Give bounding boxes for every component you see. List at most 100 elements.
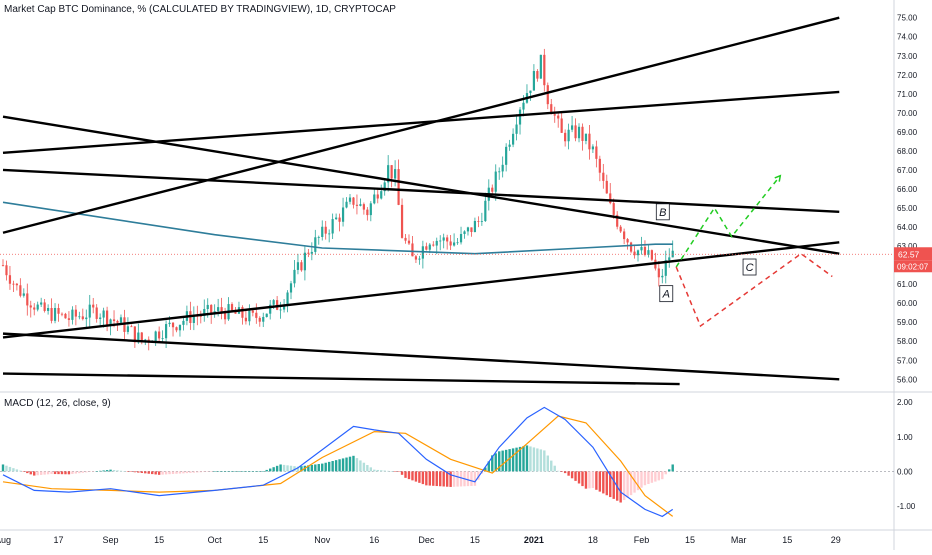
macd-histogram-bar xyxy=(251,471,255,472)
candle-body xyxy=(619,226,622,232)
wave-label-box xyxy=(742,258,757,276)
macd-histogram-bar xyxy=(400,471,404,475)
candle-body xyxy=(88,304,91,318)
macd-histogram-bar xyxy=(449,471,452,487)
macd-histogram-bar xyxy=(296,466,300,472)
countdown-badge-text: 09:02:07 xyxy=(897,262,929,271)
candle-body xyxy=(373,194,376,204)
macd-histogram-bar xyxy=(435,471,438,487)
candle-body xyxy=(550,104,553,115)
price-tick-label: 60.00 xyxy=(897,299,918,308)
candle-body xyxy=(456,242,459,244)
candle-body xyxy=(154,331,157,342)
candle-body xyxy=(553,114,556,116)
macd-histogram-bar xyxy=(570,471,574,479)
macd-histogram-bar xyxy=(605,471,608,496)
candle-body xyxy=(282,304,286,310)
candle-body xyxy=(112,319,116,322)
macd-histogram-bar xyxy=(85,471,88,473)
macd-histogram-bar xyxy=(345,457,348,472)
macd-histogram-bar xyxy=(196,471,199,473)
macd-histogram-bar xyxy=(22,471,26,472)
trend-line xyxy=(2,372,680,386)
candle-body xyxy=(400,204,404,238)
macd-histogram-bar xyxy=(355,458,359,472)
macd-histogram-bar xyxy=(501,450,504,472)
candle-body xyxy=(341,207,345,222)
macd-histogram-bar xyxy=(220,471,223,472)
candle-body xyxy=(484,200,487,222)
candle-body xyxy=(43,302,46,311)
candle-body xyxy=(258,317,261,322)
candle-body xyxy=(411,243,414,257)
macd-histogram-bar xyxy=(498,451,501,472)
candle-body xyxy=(390,165,393,179)
macd-histogram-bar xyxy=(46,471,50,475)
macd-histogram-bar xyxy=(602,471,605,494)
candle-body xyxy=(532,71,536,91)
macd-histogram-bar xyxy=(553,465,556,472)
candle-body xyxy=(40,302,43,305)
candle-body xyxy=(529,90,532,94)
candle-body xyxy=(414,256,418,260)
macd-histogram-bar xyxy=(286,465,289,472)
macd-histogram-bar xyxy=(407,471,411,480)
macd-histogram-bar xyxy=(112,470,116,472)
macd-histogram-bar xyxy=(633,471,636,493)
macd-histogram-bar xyxy=(137,471,140,473)
macd-histogram-bar xyxy=(373,469,376,472)
candle-body xyxy=(564,132,567,142)
price-tick-label: 69.00 xyxy=(897,128,918,137)
date-tick-label: 18 xyxy=(588,535,598,545)
candle-body xyxy=(609,193,612,204)
macd-histogram-bar xyxy=(210,471,213,472)
candle-body xyxy=(508,144,511,147)
macd-histogram-bar xyxy=(92,471,95,472)
macd-pane xyxy=(0,406,894,518)
candle-body xyxy=(543,54,546,86)
macd-histogram-bar xyxy=(598,471,602,492)
macd-histogram-bar xyxy=(543,450,546,472)
trend-line xyxy=(2,16,840,234)
price-tick-label: 74.00 xyxy=(897,33,918,42)
candle-body xyxy=(449,241,452,246)
macd-histogram-bar xyxy=(539,449,543,472)
candle-body xyxy=(220,307,223,312)
macd-histogram-bar xyxy=(473,471,477,486)
macd-histogram-bar xyxy=(452,471,456,487)
date-tick-label: 15 xyxy=(685,535,695,545)
macd-histogram-bar xyxy=(491,455,494,472)
candle-body xyxy=(505,146,508,165)
macd-histogram-bar xyxy=(213,471,216,472)
wave-label: A xyxy=(662,289,670,301)
macd-title: MACD (12, 26, close, 9) xyxy=(4,398,111,409)
candle-body xyxy=(272,300,275,305)
price-tick-label: 73.00 xyxy=(897,52,918,61)
macd-histogram-bar xyxy=(563,471,567,474)
candle-body xyxy=(584,133,588,141)
macd-histogram-bar xyxy=(518,446,522,472)
macd-histogram-bar xyxy=(629,471,633,496)
macd-histogram-bar xyxy=(640,471,643,488)
candle-body xyxy=(217,307,220,312)
macd-histogram-bar xyxy=(657,471,661,481)
candle-body xyxy=(369,203,372,216)
macd-histogram-bar xyxy=(390,471,393,472)
candle-body xyxy=(362,204,365,210)
macd-histogram-bar xyxy=(307,465,310,472)
macd-histogram-bar xyxy=(425,471,428,486)
macd-tick-label: -1.00 xyxy=(897,502,916,511)
macd-histogram-bar xyxy=(275,465,279,472)
macd-histogram-bar xyxy=(64,471,67,475)
candle-body xyxy=(366,209,369,216)
macd-histogram-bar xyxy=(532,447,536,472)
candle-body xyxy=(192,315,195,323)
macd-histogram-bar xyxy=(654,471,657,482)
candle-body xyxy=(650,250,653,260)
macd-histogram-bar xyxy=(404,471,407,478)
candle-body xyxy=(657,268,660,278)
macd-histogram-bar xyxy=(185,471,189,474)
price-tick-label: 64.00 xyxy=(897,223,918,232)
trend-line xyxy=(2,90,840,155)
